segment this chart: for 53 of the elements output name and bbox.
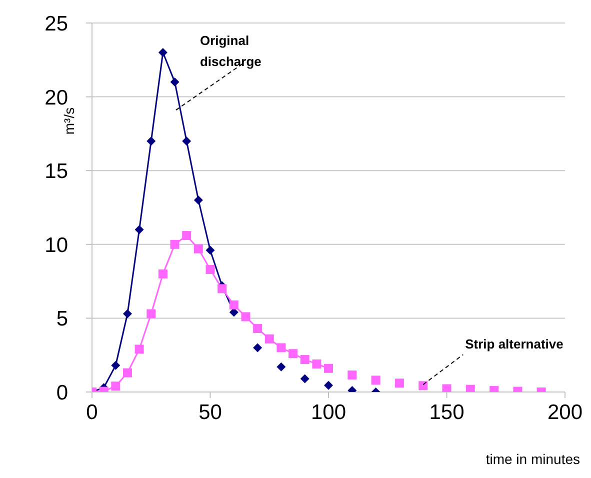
point [348,370,357,380]
y-tick-label: 5 [56,308,68,331]
point [218,284,227,294]
x-tick-label: 0 [86,400,98,424]
point [146,309,156,318]
point [182,136,192,146]
point [371,376,380,385]
point [253,343,262,352]
point [194,244,203,254]
point [134,225,144,234]
y-tick-label: 15 [44,160,68,184]
x-axis-title: time in minutes [486,451,580,467]
point [253,324,262,334]
y-tick-label: 25 [44,12,68,36]
point [288,349,298,358]
point [111,360,120,370]
point [276,362,286,372]
point [312,359,322,368]
point [276,343,286,352]
point [158,269,168,278]
point [170,78,180,87]
annotation: Original discharge [200,33,262,70]
y-tick-label: 20 [44,86,68,110]
y-axis-title: m³/s [61,107,77,135]
point [229,300,238,310]
point [111,382,120,391]
y-tick-label: 0 [56,381,68,404]
point [206,246,215,255]
point [241,312,250,322]
point [182,231,192,240]
point [466,384,475,392]
annotation: Strip alternative [465,336,564,352]
point [394,378,404,388]
x-tick-label: 50 [198,400,222,424]
x-tick-label: 100 [310,400,346,424]
point [300,355,310,364]
point [324,364,333,373]
point [122,309,132,318]
point [206,264,215,274]
point [146,136,156,146]
y-tick-label: 10 [44,234,68,257]
point [324,380,333,390]
point [300,374,310,384]
x-tick-label: 200 [547,400,583,424]
point [442,384,452,392]
point [122,368,132,378]
point [134,344,144,354]
point [418,381,428,390]
point [264,334,274,344]
x-tick-label: 150 [429,400,464,424]
point [158,48,168,58]
point [170,240,180,249]
point [194,196,203,205]
